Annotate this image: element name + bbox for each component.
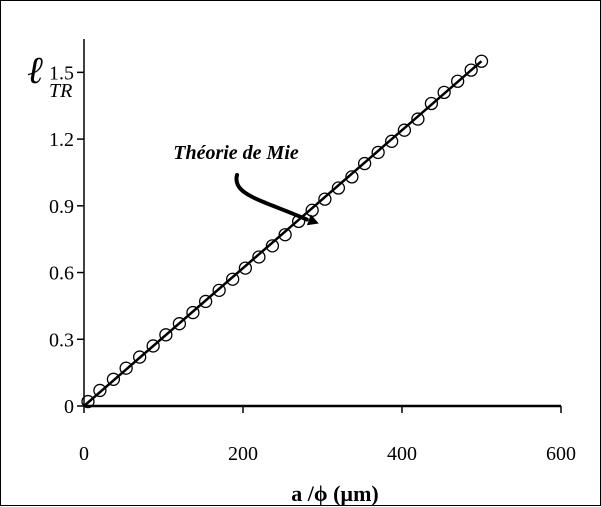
data-point (357, 156, 372, 171)
y-axis-label-subscript: TR (49, 80, 72, 102)
data-point (93, 383, 107, 398)
y-tick-label: 1.2 (49, 129, 74, 151)
x-axis-label: a /ϕ (µm) (291, 481, 379, 506)
data-point (474, 54, 489, 68)
data-point (186, 305, 200, 320)
data-point (198, 294, 213, 309)
data-point (106, 372, 121, 386)
data-point (238, 261, 253, 275)
data-point (252, 250, 266, 264)
y-tick-label: 1.5 (49, 62, 74, 84)
data-point (159, 328, 173, 342)
y-tick-label: 0.6 (49, 263, 74, 285)
data-points (81, 54, 489, 409)
y-axis-label-symbol: ℓ (27, 50, 43, 92)
data-point (437, 85, 451, 100)
data-point (385, 134, 399, 148)
data-point (172, 317, 187, 331)
data-point (265, 239, 280, 253)
y-tick-label: 0.9 (49, 196, 74, 218)
data-point (146, 339, 160, 353)
x-tick-label: 600 (546, 443, 576, 465)
axes (83, 39, 561, 408)
data-point (397, 123, 412, 137)
ticks: 0 0.3 0.6 0.9 1.2 1.5 0 200 400 600 (49, 62, 576, 465)
data-point (424, 96, 439, 111)
x-tick-label: 200 (228, 443, 258, 465)
x-tick-label: 0 (79, 443, 89, 465)
data-point (371, 145, 385, 160)
data-point (411, 112, 425, 126)
data-point (81, 394, 95, 409)
data-point (464, 63, 478, 77)
data-point (318, 192, 332, 206)
annotation-label: Théorie de Mie (173, 142, 299, 164)
data-point (450, 74, 465, 88)
annotation-arrowhead (306, 214, 319, 226)
data-point (345, 170, 359, 184)
data-point (212, 283, 226, 297)
data-point (119, 361, 133, 375)
y-tick-label: 0.3 (49, 329, 74, 351)
fit-line-group (83, 60, 483, 407)
data-point (226, 272, 240, 286)
annotation-arrow (234, 173, 309, 222)
x-tick-label: 400 (387, 443, 417, 465)
y-tick-label: 0 (64, 396, 74, 418)
fit-line (83, 60, 483, 407)
data-point (331, 181, 346, 195)
data-point (278, 228, 292, 242)
data-point (132, 350, 147, 364)
